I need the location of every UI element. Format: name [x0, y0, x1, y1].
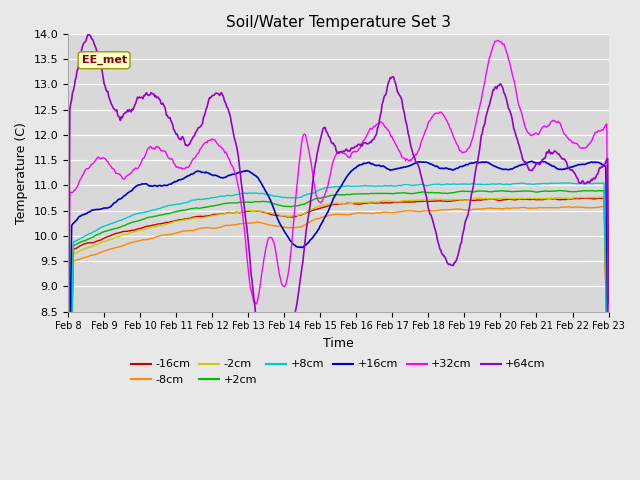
- +8cm: [471, 181, 479, 187]
- -16cm: [203, 213, 211, 219]
- Line: +64cm: +64cm: [68, 34, 609, 427]
- -2cm: [596, 194, 604, 200]
- +32cm: [64, 408, 72, 414]
- +32cm: [605, 367, 612, 373]
- Line: -16cm: -16cm: [68, 198, 609, 480]
- +16cm: [160, 182, 168, 188]
- +64cm: [310, 174, 317, 180]
- +2cm: [203, 204, 211, 210]
- +32cm: [383, 125, 390, 131]
- Line: -2cm: -2cm: [68, 197, 609, 480]
- +32cm: [160, 148, 168, 154]
- +64cm: [85, 31, 93, 37]
- +8cm: [308, 190, 316, 196]
- -2cm: [160, 222, 168, 228]
- -2cm: [471, 196, 479, 202]
- +8cm: [160, 204, 168, 210]
- -8cm: [471, 206, 479, 212]
- -16cm: [160, 220, 168, 226]
- +16cm: [203, 170, 211, 176]
- Line: +8cm: +8cm: [68, 183, 609, 480]
- +2cm: [160, 212, 168, 217]
- -16cm: [605, 422, 612, 428]
- -8cm: [203, 225, 211, 231]
- -8cm: [425, 208, 433, 214]
- +2cm: [425, 190, 433, 196]
- -16cm: [471, 198, 479, 204]
- +2cm: [556, 188, 564, 193]
- +16cm: [605, 379, 612, 385]
- Legend: -16cm, -8cm, -2cm, +2cm, +8cm, +16cm, +32cm, +64cm: -16cm, -8cm, -2cm, +2cm, +8cm, +16cm, +3…: [127, 355, 550, 389]
- -16cm: [579, 195, 586, 201]
- +16cm: [383, 166, 390, 171]
- -2cm: [203, 214, 211, 220]
- Line: +2cm: +2cm: [68, 191, 609, 480]
- +32cm: [493, 37, 501, 43]
- -8cm: [383, 209, 390, 215]
- -8cm: [308, 218, 316, 224]
- -8cm: [160, 232, 168, 238]
- -2cm: [308, 206, 316, 212]
- +2cm: [308, 197, 316, 203]
- +2cm: [471, 189, 479, 194]
- -2cm: [605, 421, 612, 427]
- +64cm: [472, 166, 480, 171]
- Line: +32cm: +32cm: [68, 40, 609, 411]
- +8cm: [383, 183, 390, 189]
- +64cm: [161, 104, 168, 109]
- +64cm: [64, 424, 72, 430]
- +8cm: [566, 180, 573, 186]
- +2cm: [383, 191, 390, 196]
- +16cm: [425, 160, 433, 166]
- +16cm: [308, 235, 316, 240]
- +8cm: [203, 196, 211, 202]
- Line: +16cm: +16cm: [68, 161, 609, 480]
- +8cm: [425, 182, 433, 188]
- +32cm: [425, 119, 433, 124]
- Title: Soil/Water Temperature Set 3: Soil/Water Temperature Set 3: [226, 15, 451, 30]
- -16cm: [383, 200, 390, 206]
- Text: EE_met: EE_met: [81, 55, 127, 65]
- Y-axis label: Temperature (C): Temperature (C): [15, 122, 28, 224]
- +8cm: [605, 413, 612, 419]
- Line: -8cm: -8cm: [68, 206, 609, 480]
- -16cm: [308, 207, 316, 213]
- X-axis label: Time: Time: [323, 337, 354, 350]
- +64cm: [383, 83, 391, 89]
- -8cm: [598, 204, 605, 209]
- +2cm: [605, 417, 612, 423]
- +64cm: [426, 211, 434, 217]
- +16cm: [471, 159, 479, 165]
- -16cm: [425, 198, 433, 204]
- +32cm: [308, 170, 316, 176]
- +32cm: [203, 140, 211, 146]
- +64cm: [605, 300, 612, 305]
- +32cm: [471, 125, 479, 131]
- -8cm: [605, 427, 612, 432]
- -2cm: [383, 198, 390, 204]
- +16cm: [528, 158, 536, 164]
- +64cm: [204, 101, 212, 107]
- -2cm: [425, 197, 433, 203]
